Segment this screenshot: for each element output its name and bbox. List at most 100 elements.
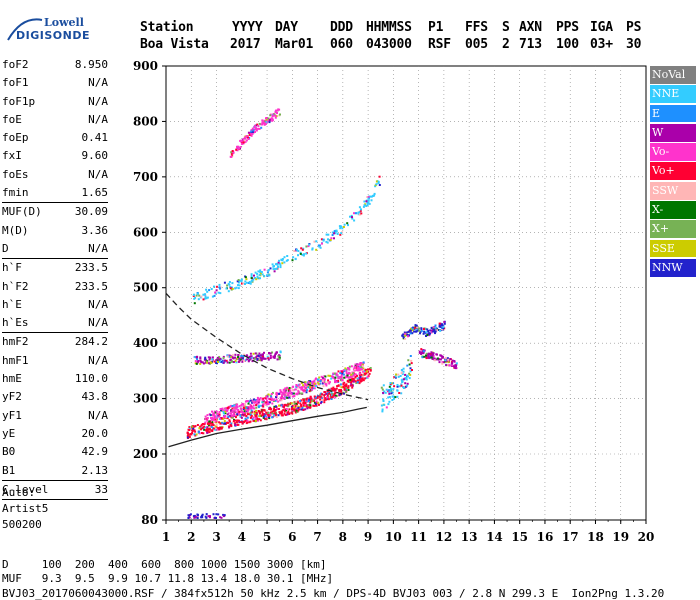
echo-point — [358, 382, 361, 385]
echo-point — [394, 396, 397, 399]
echo-point — [384, 391, 387, 394]
echo-point — [291, 259, 294, 262]
echo-point — [345, 372, 348, 375]
echo-point — [238, 284, 241, 287]
echo-point — [345, 383, 348, 386]
echo-point — [402, 378, 405, 381]
echo-point — [434, 332, 436, 335]
echo-point — [247, 402, 250, 405]
echo-point — [309, 380, 312, 383]
echo-point — [287, 391, 290, 394]
echo-point — [349, 378, 352, 381]
echo-point — [281, 391, 284, 394]
echo-point — [360, 377, 363, 380]
x-tick-label: 7 — [313, 530, 321, 544]
echo-point — [255, 129, 258, 132]
echo-point — [268, 401, 271, 404]
echo-point — [266, 355, 269, 358]
echo-point — [214, 411, 217, 414]
echo-point — [433, 359, 436, 362]
echo-point — [215, 513, 218, 516]
echo-point — [287, 410, 290, 413]
echo-point — [188, 429, 191, 431]
echo-point — [369, 369, 372, 371]
echo-point — [254, 414, 257, 416]
echo-point — [254, 419, 257, 422]
echo-point — [198, 294, 201, 297]
echo-point — [351, 216, 353, 219]
echo-point — [203, 428, 206, 431]
echo-point — [237, 354, 240, 356]
echo-point — [205, 417, 208, 420]
echo-point — [274, 355, 276, 358]
echo-point — [304, 398, 307, 401]
echo-point — [204, 426, 207, 429]
echo-point — [224, 412, 227, 415]
echo-point — [436, 357, 439, 360]
echo-point — [404, 332, 407, 335]
echo-point — [441, 361, 444, 364]
echo-point — [393, 376, 396, 378]
echo-point — [266, 401, 269, 404]
echo-point — [258, 412, 261, 415]
echo-point — [303, 388, 306, 391]
echo-point — [400, 379, 403, 382]
echo-point — [223, 514, 226, 517]
echo-point — [430, 351, 433, 354]
echo-point — [255, 406, 258, 409]
echo-point — [257, 401, 260, 404]
echo-point — [432, 354, 435, 357]
echo-point — [389, 382, 392, 384]
echo-point — [242, 282, 245, 285]
echo-point — [411, 369, 413, 371]
echo-point — [207, 515, 210, 518]
echo-point — [287, 388, 290, 391]
echo-point — [225, 407, 228, 410]
echo-point — [297, 390, 300, 393]
echo-point — [317, 403, 320, 406]
echo-point — [257, 405, 260, 407]
echo-point — [447, 361, 450, 364]
echo-point — [306, 385, 309, 388]
echo-point — [229, 286, 232, 288]
echo-point — [404, 334, 407, 337]
echo-point — [315, 248, 318, 251]
echo-point — [360, 212, 363, 215]
echo-point — [235, 416, 237, 419]
echo-point — [343, 381, 346, 384]
echo-point — [343, 387, 346, 390]
echo-point — [196, 358, 199, 361]
echo-point — [248, 407, 251, 410]
param-separator — [2, 258, 108, 260]
echo-point — [212, 424, 215, 427]
param-row: foEp 0.41 — [2, 129, 108, 147]
echo-point — [237, 409, 240, 411]
echo-point — [218, 428, 221, 431]
echo-point — [344, 367, 347, 370]
x-tick-label: 6 — [288, 530, 296, 544]
echo-point — [259, 404, 262, 407]
echo-point — [269, 413, 272, 416]
echo-point — [359, 209, 362, 212]
echo-point — [279, 264, 282, 267]
echo-point — [380, 404, 383, 407]
echo-point — [335, 394, 338, 397]
echo-point — [335, 387, 338, 390]
echo-point — [206, 430, 209, 432]
echo-point — [235, 148, 238, 151]
echo-point — [301, 392, 303, 395]
echo-point — [408, 377, 411, 380]
echo-point — [342, 373, 345, 376]
echo-point — [397, 373, 400, 376]
echo-point — [422, 332, 425, 335]
echo-point — [299, 252, 302, 255]
echo-point — [317, 401, 320, 404]
echo-point — [433, 357, 436, 360]
echo-point — [347, 385, 350, 388]
echo-point — [297, 405, 300, 408]
echo-point — [291, 385, 294, 388]
echo-point — [293, 406, 296, 409]
param-label: M(D) — [2, 223, 29, 237]
y-tick-label: 80 — [141, 513, 158, 527]
echo-point — [325, 398, 328, 401]
